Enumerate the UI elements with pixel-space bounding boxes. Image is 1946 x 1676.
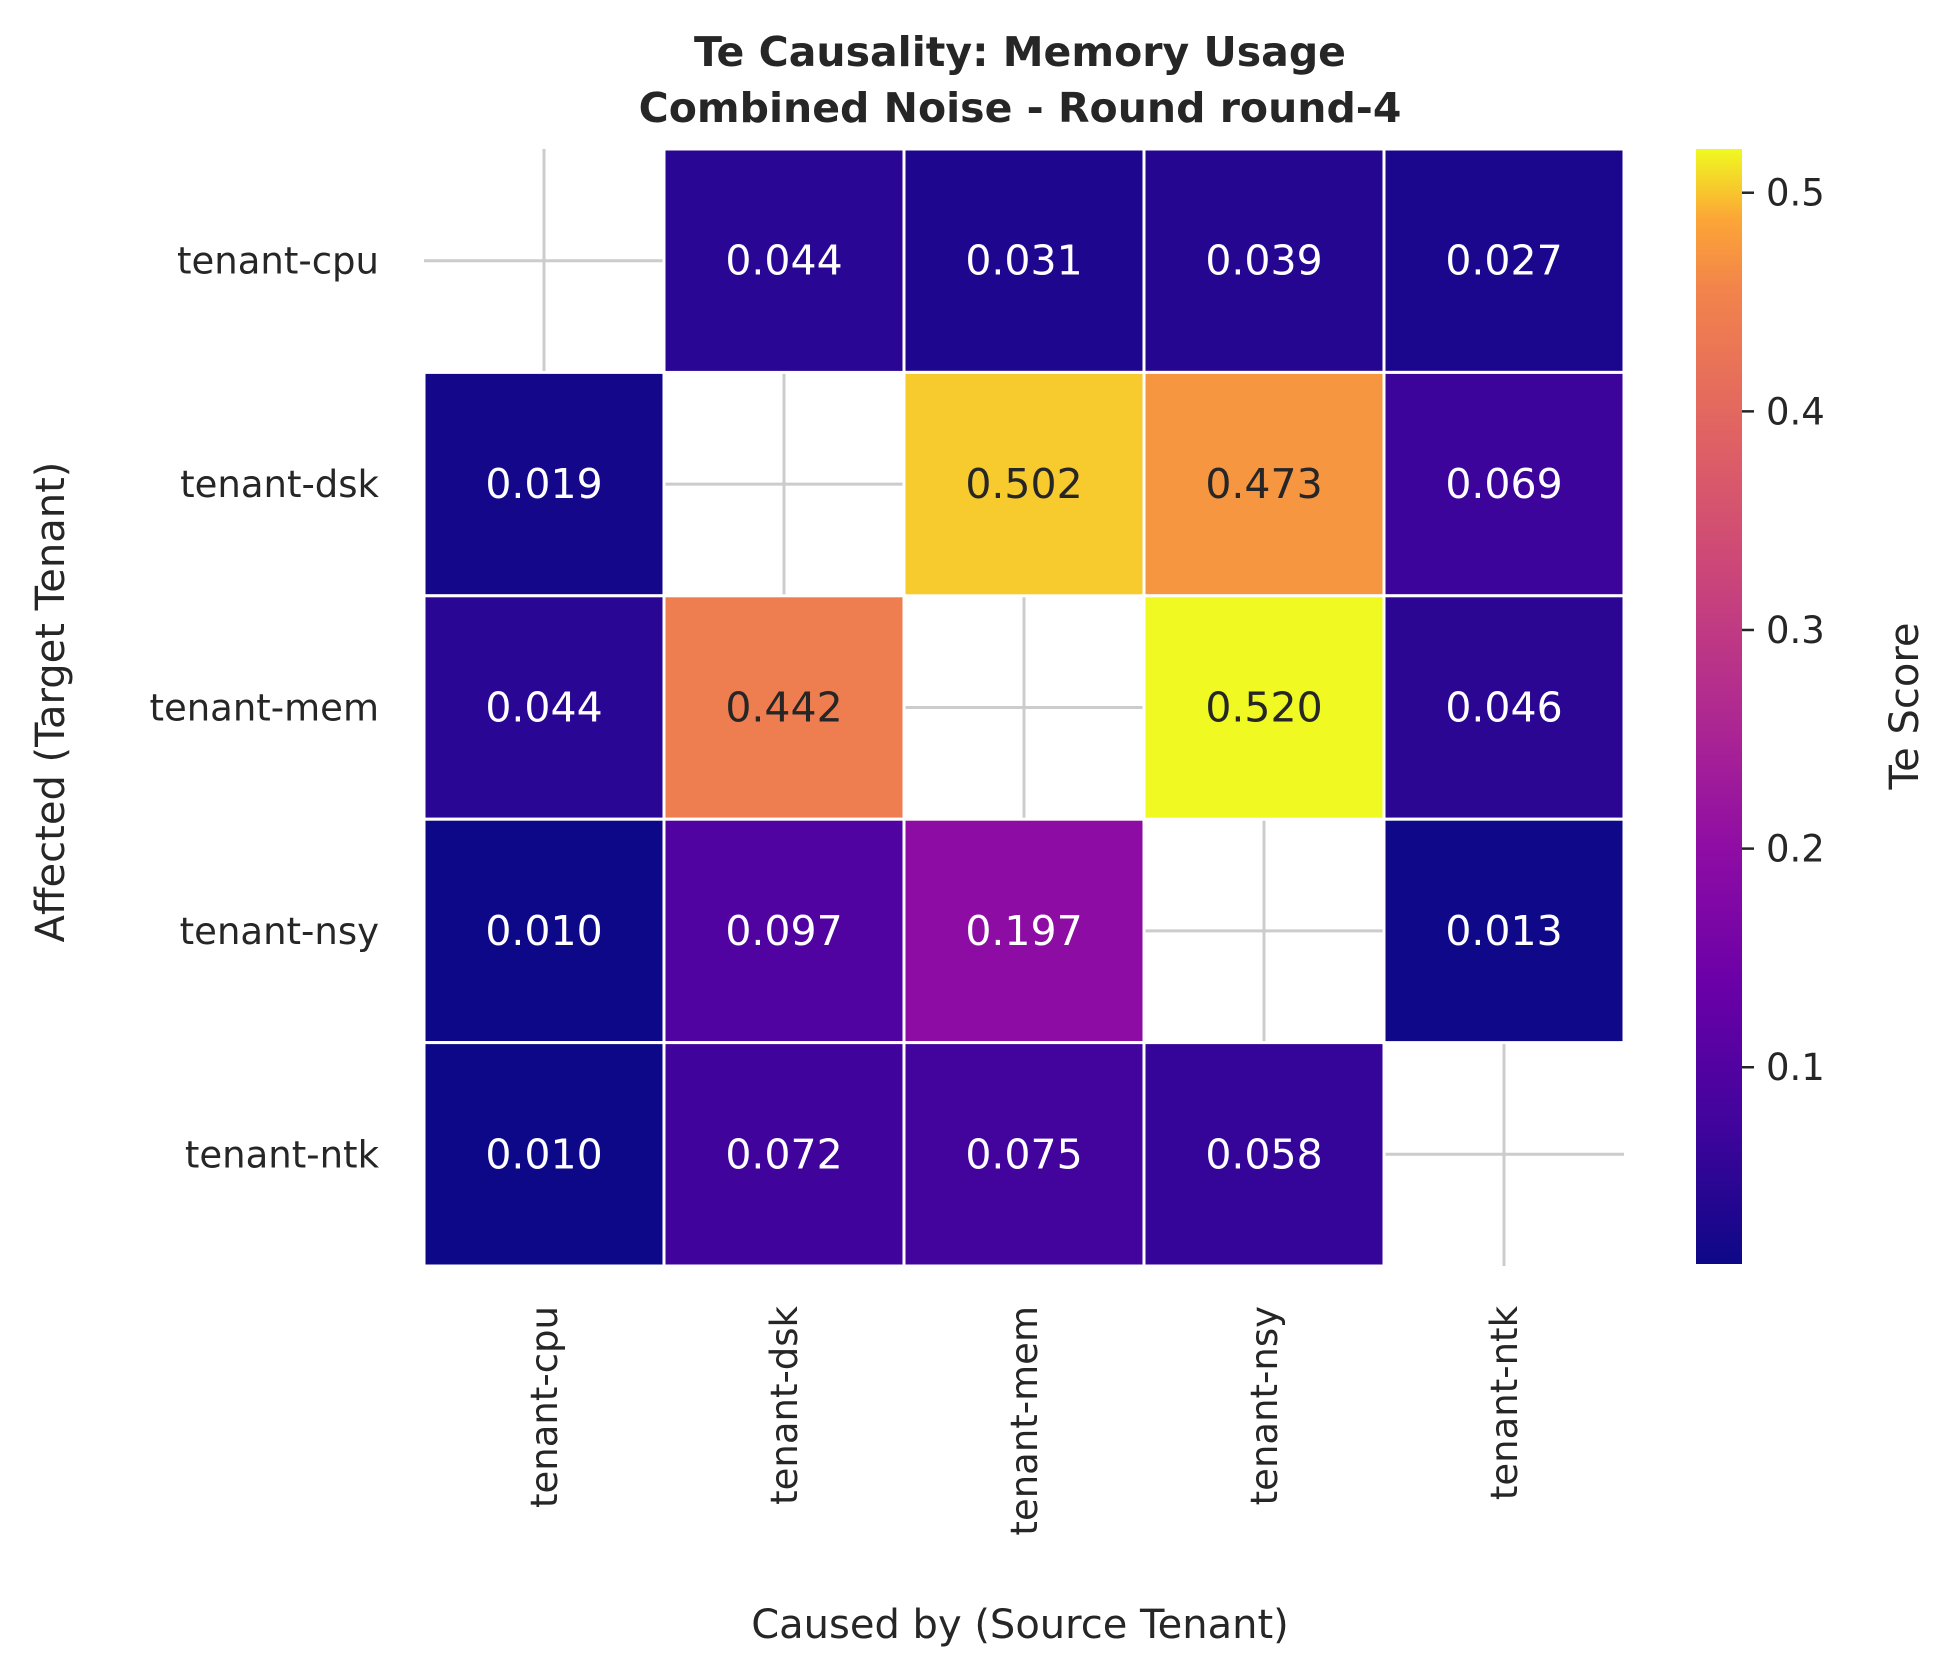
cell-value-label: 0.027 [1445,237,1562,285]
cell-value-label: 0.502 [965,460,1082,508]
cell-value-label: 0.044 [725,237,842,285]
colorbar-label: Te Score [1882,623,1928,791]
cell-value-label: 0.019 [485,460,602,508]
y-tick-label: tenant-cpu [177,240,379,283]
heatmap-cell [1382,594,1626,821]
cell-value-label: 0.031 [965,237,1082,285]
y-tick-label: tenant-ntk [185,1133,380,1176]
chart-title: Te Causality: Memory Usage [694,28,1346,76]
heatmap-cell [902,370,1146,598]
colorbar-tick-label: 0.2 [1766,828,1825,871]
cell-value-label: 0.520 [1205,684,1322,732]
heatmap-cell [662,817,906,1045]
x-axis-label: Caused by (Source Tenant) [751,1602,1289,1648]
heatmap-cell [422,1041,666,1268]
colorbar-gradient [1696,149,1742,1264]
y-tick-label: tenant-dsk [180,463,379,506]
heatmap-cell [662,594,906,821]
heatmap-cell [902,1041,1146,1268]
cell-value-label: 0.473 [1205,460,1322,508]
heatmap-cell [422,594,666,821]
chart-subtitle: Combined Noise - Round round-4 [639,84,1402,132]
heatmap-cell [1142,1041,1386,1268]
cell-value-label: 0.069 [1445,460,1562,508]
heatmap-cell [1142,370,1386,598]
y-tick-label: tenant-nsy [180,910,379,953]
colorbar-tick-label: 0.4 [1766,390,1825,433]
colorbar-tick-label: 0.3 [1766,609,1825,652]
cell-value-label: 0.072 [725,1130,842,1178]
x-tick-label: tenant-ntk [1483,1305,1526,1500]
cell-value-label: 0.058 [1205,1130,1322,1178]
heatmap-cell [662,1041,906,1268]
heatmap-cell [902,147,1146,374]
heatmap-cell [1142,594,1386,821]
x-tick-label: tenant-nsy [1243,1306,1286,1505]
colorbar-tick-label: 0.5 [1766,172,1825,215]
cell-value-label: 0.010 [485,907,602,955]
heatmap-cell [902,817,1146,1045]
colorbar-tick-label: 0.1 [1766,1046,1825,1089]
colorbar: 0.1 0.2 0.3 0.4 0.5 Te Score [1696,149,1928,1264]
y-tick-label: tenant-mem [149,687,379,730]
cell-value-label: 0.097 [725,907,842,955]
cell-value-label: 0.039 [1205,237,1322,285]
heatmap-cell [422,817,666,1045]
colorbar-ticks: 0.1 0.2 0.3 0.4 0.5 [1742,172,1825,1089]
cell-value-label: 0.044 [485,684,602,732]
heatmap-cell [1382,147,1626,374]
x-tick-label: tenant-dsk [763,1305,806,1504]
x-tick-label: tenant-cpu [523,1306,566,1508]
heatmap-cell [1382,370,1626,598]
x-tick-label: tenant-mem [1003,1306,1046,1536]
y-tick-labels: tenant-cpu tenant-dsk tenant-mem tenant-nsy… [149,240,379,1177]
cell-value-label: 0.075 [965,1130,1082,1178]
y-axis-label: Affected (Target Tenant) [28,462,74,943]
cell-value-labels: 0.044 0.031 0.039 0.027 0.019 0.502 0.473 0.069… [485,237,1562,1179]
cell-value-label: 0.010 [485,1130,602,1178]
heatmap-cell [1382,817,1626,1045]
heatmap-cells [422,147,1626,1268]
cell-value-label: 0.442 [725,684,842,732]
cell-value-label: 0.013 [1445,907,1562,955]
cell-value-label: 0.046 [1445,684,1562,732]
cell-value-label: 0.197 [965,907,1082,955]
heatmap-cell [422,370,666,598]
x-tick-labels: tenant-cpu tenant-dsk tenant-mem tenant-nsy… [523,1305,1526,1535]
